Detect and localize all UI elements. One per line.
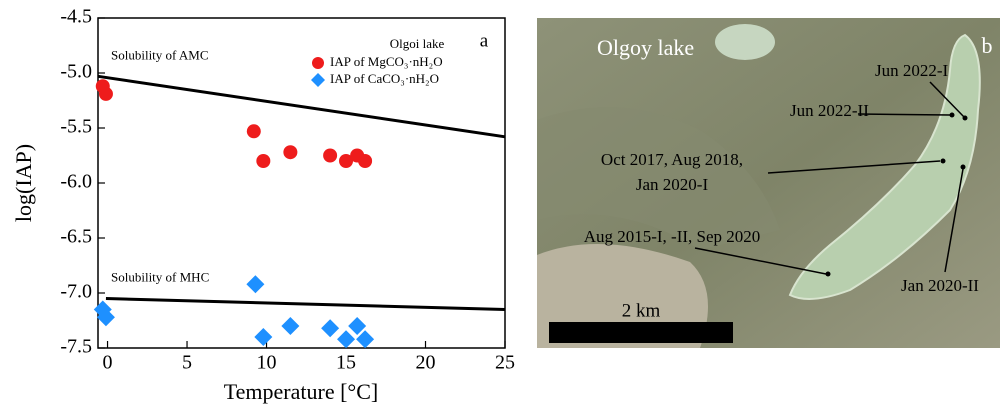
scatter-point (358, 154, 372, 168)
chart: a Temperature [°C] log(IAP) Olgoi lake 0… (11, 6, 515, 404)
map-title: Olgoy lake (597, 35, 694, 60)
site-dot (950, 113, 955, 118)
x-tick-label: 0 (103, 352, 113, 374)
legend-label: IAP of CaCO₃·nH₂O (330, 71, 439, 86)
x-tick-label: 25 (495, 352, 515, 374)
line-annotation: Solubility of MHC (111, 269, 209, 284)
scatter-point (321, 319, 339, 337)
scatter-point (337, 330, 355, 348)
x-tick-label: 10 (257, 352, 277, 374)
figure: Olgoy lake b Jun 2022-I Jun 2022-II Oct 20… (0, 0, 1007, 408)
x-axis-title: Temperature [°C] (224, 379, 378, 404)
scatter-point (247, 124, 261, 138)
site-label: Jan 2020-II (901, 276, 979, 295)
scatter-point (254, 328, 272, 346)
solubility-line (98, 76, 505, 137)
site-label: Oct 2017, Aug 2018, (601, 150, 743, 169)
x-tick-label: 20 (416, 352, 436, 374)
scale-bar (549, 322, 733, 343)
y-tick-label: -5.0 (60, 61, 92, 83)
site-dot (826, 272, 831, 277)
y-tick-label: -7.0 (60, 281, 92, 303)
solubility-line (106, 299, 505, 310)
scatter-point (246, 275, 264, 293)
site-dot (961, 165, 966, 170)
site-dot (963, 116, 968, 121)
site-label: Jan 2020-I (636, 175, 709, 194)
y-tick-label: -4.5 (60, 6, 92, 28)
y-tick-label: -6.0 (60, 171, 92, 193)
scale-label: 2 km (622, 300, 661, 321)
legend-marker (311, 73, 325, 87)
y-tick-label: -6.5 (60, 226, 92, 248)
scatter-point (256, 154, 270, 168)
page: Olgoy lake b Jun 2022-I Jun 2022-II Oct 20… (0, 0, 1007, 408)
site-label: Jun 2022-II (790, 101, 869, 120)
line-annotation: Solubility of AMC (111, 47, 209, 62)
site-label: Jun 2022-I (875, 61, 949, 80)
y-tick-label: -5.5 (60, 116, 92, 138)
panel-label: b (982, 33, 993, 58)
scatter-point (99, 87, 113, 101)
scatter-point (283, 145, 297, 159)
panel-label: a (480, 30, 489, 51)
x-tick-label: 5 (182, 352, 192, 374)
leader-line (858, 114, 950, 115)
legend-marker (312, 57, 324, 69)
x-tick-label: 15 (336, 352, 356, 374)
site-label: Aug 2015-I, -II, Sep 2020 (584, 227, 761, 246)
scatter-point (323, 149, 337, 163)
scatter-point (281, 317, 299, 335)
small-lake (715, 24, 775, 60)
site-dot (941, 159, 946, 164)
legend-title: Olgoi lake (390, 36, 445, 51)
legend-label: IAP of MgCO₃·nH₂O (330, 54, 443, 69)
y-axis-title: log(IAP) (11, 144, 36, 222)
y-tick-label: -7.5 (60, 336, 92, 358)
